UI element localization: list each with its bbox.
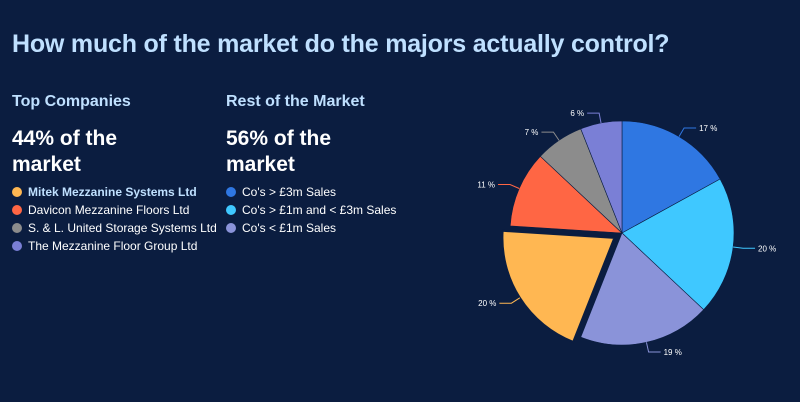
market-share-pie-chart: 17 % 20 % 19 % 20 % 11 % 7 % 6 % [477,109,776,357]
legend-item-mitek[interactable]: Mitek Mezzanine Systems Ltd [12,183,217,201]
rest-of-market-heading: Rest of the Market [226,93,365,110]
legend-swatch [12,241,22,251]
legend-label: Mitek Mezzanine Systems Ltd [28,185,197,199]
rest-of-market-share-line2: market [226,153,295,176]
rest-of-market-legend: Co's > £3m Sales Co's > £1m and < £3m Sa… [226,183,416,237]
pie-data-label: 7 % [525,128,539,137]
legend-item-mezzanine-floor-group[interactable]: The Mezzanine Floor Group Ltd [12,237,217,255]
pie-slice[interactable] [580,120,623,234]
legend-label: Co's > £1m and < £3m Sales [242,203,397,217]
legend-label: The Mezzanine Floor Group Ltd [28,239,198,253]
legend-item-1m-to-3m[interactable]: Co's > £1m and < £3m Sales [226,201,416,219]
pie-leader-line [645,342,661,353]
top-companies-legend: Mitek Mezzanine Systems Ltd Davicon Mezz… [12,183,217,255]
pie-leader-line [587,112,602,124]
pie-data-label: 11 % [477,181,495,190]
pie-slice[interactable] [621,178,735,311]
pie-slice[interactable] [501,229,616,344]
legend-swatch [12,223,22,233]
pie-leader-line [733,246,756,249]
pie-leader-line [499,297,521,304]
top-companies-share-line2: market [12,153,81,176]
rest-of-market-share: 56% of the market [226,126,416,178]
pie-leader-line [498,184,520,189]
pie-data-label: 6 % [570,109,584,118]
legend-swatch [12,205,22,215]
top-companies-panel: Top Companies 44% of the market Mitek Me… [12,92,217,255]
legend-swatch [226,187,236,197]
top-companies-share-line1: 44% of the [12,127,118,150]
pie-data-label: 17 % [699,124,717,133]
rest-of-market-share-line1: 56% of the [226,127,332,150]
pie-data-label: 20 % [478,299,496,308]
pie-data-label: 19 % [664,348,682,357]
legend-item-under-1m[interactable]: Co's < £1m Sales [226,219,416,237]
legend-item-over-3m[interactable]: Co's > £3m Sales [226,183,416,201]
legend-label: Davicon Mezzanine Floors Ltd [28,203,190,217]
legend-swatch [12,187,22,197]
legend-item-sl-united[interactable]: S. & L. United Storage Systems Ltd [12,219,217,237]
legend-label: Co's < £1m Sales [242,221,337,235]
legend-swatch [226,205,236,215]
legend-label: Co's > £3m Sales [242,185,337,199]
legend-label: S. & L. United Storage Systems Ltd [28,221,217,235]
pie-slice[interactable] [509,155,623,234]
top-companies-heading: Top Companies [12,93,131,110]
page-title: How much of the market do the majors act… [12,30,670,58]
legend-swatch [226,223,236,233]
pie-slice[interactable] [621,120,721,234]
legend-item-davicon[interactable]: Davicon Mezzanine Floors Ltd [12,201,217,219]
rest-of-market-panel: Rest of the Market 56% of the market Co'… [226,92,416,237]
pie-leader-line [541,131,560,141]
pie-data-label: 20 % [758,244,776,253]
top-companies-share: 44% of the market [12,126,217,178]
pie-leader-line [678,127,697,137]
